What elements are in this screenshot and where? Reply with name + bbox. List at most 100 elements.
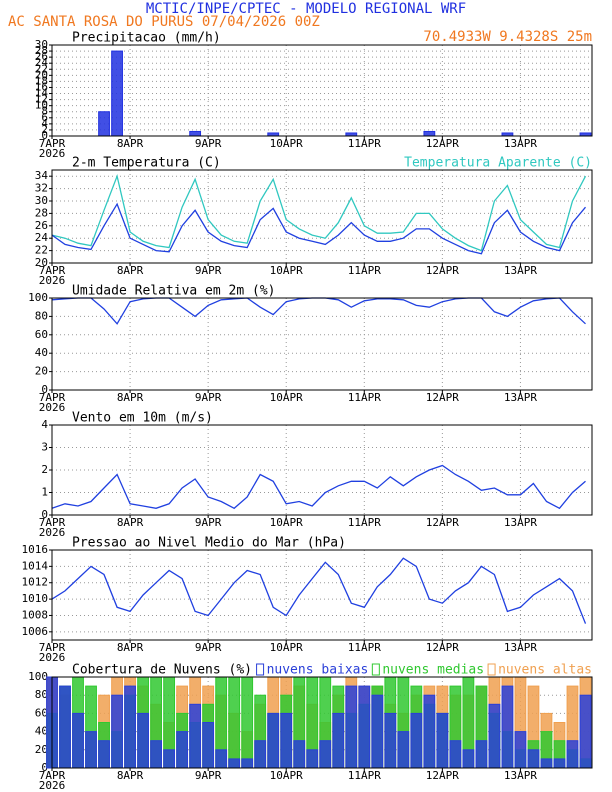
bar [189,703,202,769]
bar [72,712,84,769]
y-tick-label: 28 [35,44,48,57]
legend-label: nuvens altas [498,663,592,678]
y-tick-label: 4 [41,418,48,431]
bar [423,694,436,769]
x-tick-label: 10APR [270,137,303,150]
y-tick-label: 6 [41,111,48,124]
y-tick-label: 40 [35,725,48,738]
bar [150,740,162,769]
x-tick-label: 10APR [270,769,303,782]
y-tick-label: 34 [35,169,49,182]
y-tick-label: 30 [35,194,48,207]
y-tick-label: 12 [35,93,48,106]
x-tick-label: 11APR [348,264,381,277]
series-line [51,173,587,252]
y-tick-label: 2 [41,463,48,476]
x-tick-label: 9APR [195,641,222,654]
y-tick-label: 20 [35,256,48,269]
bar [540,758,553,769]
x-tick-label: 9APR [195,264,222,277]
bar [501,685,514,769]
x-tick-label: 12APR [426,641,459,654]
legend-swatch [371,663,380,676]
y-tick-label: 30 [35,38,48,51]
bar [306,749,319,769]
y-tick-label: 80 [35,688,48,701]
x-tick-label: 12APR [426,391,459,404]
legend-swatch [487,663,496,676]
bar [514,731,527,769]
x-tick-label: 11APR [348,641,381,654]
series-line [51,202,586,255]
x-tick-label: 12APR [426,769,459,782]
x-tick-label: 8APR [117,641,144,654]
y-tick-label: 2 [41,123,48,136]
plot-frame [51,549,593,641]
bar [345,685,358,769]
y-tick-label: 20 [35,68,48,81]
bar [254,740,267,769]
y-tick-label: 22 [35,62,48,75]
location: 70.4933W 9.4328S 25m [423,29,592,45]
y-tick-label: 8 [41,105,48,118]
y-tick-label: 16 [35,80,48,93]
x-year-label: 2026 [39,147,66,160]
bar [384,712,397,769]
bar [423,130,436,137]
legend-label: nuvens medias [382,663,484,678]
x-tick-label: 12APR [426,264,459,277]
y-tick-label: 14 [35,87,49,100]
bar [449,740,462,769]
x-tick-label: 10APR [270,391,303,404]
panel-title: 2-m Temperatura (C) [72,156,221,171]
legend-label: Temperatura Aparente (C) [404,156,592,171]
plot-frame [51,676,593,769]
bar [111,694,123,769]
y-tick-label: 10 [35,99,48,112]
bar [462,749,475,769]
x-tick-label: 9APR [195,769,222,782]
bar [332,712,345,769]
x-tick-label: 13APR [504,391,537,404]
y-tick-label: 1 [41,486,48,499]
x-tick-label: 11APR [348,137,381,150]
bar [410,712,423,769]
y-tick-label: 1014 [22,559,49,572]
bar [527,749,540,769]
y-tick-label: 4 [41,117,48,130]
x-tick-label: 9APR [195,516,222,529]
x-tick-label: 12APR [426,137,459,150]
series-line [51,297,586,325]
x-tick-label: 8APR [117,137,144,150]
bar [488,703,501,769]
x-tick-label: 8APR [117,264,144,277]
x-year-label: 2026 [39,651,66,664]
x-tick-label: 13APR [504,137,537,150]
x-tick-label: 7APR [39,769,66,782]
bar [228,758,241,769]
bar [202,722,215,769]
x-tick-label: 7APR [39,137,66,150]
page-title: MCTIC/INPE/CPTEC - MODELO REGIONAL WRF [146,1,466,17]
bar [371,694,384,769]
bar [267,712,280,769]
plot-frame [51,44,593,137]
y-tick-label: 80 [35,309,48,322]
x-tick-label: 13APR [504,264,537,277]
y-tick-label: 24 [35,231,49,244]
x-tick-label: 11APR [348,516,381,529]
bar [553,758,566,769]
y-tick-label: 60 [35,706,48,719]
plot-frame [51,297,593,391]
bar [137,712,149,769]
bar [319,740,332,769]
bar [475,740,488,769]
x-year-label: 2026 [39,274,66,287]
panel-title: Umidade Relativa em 2m (%) [72,284,276,299]
bar [111,50,123,137]
x-year-label: 2026 [39,401,66,414]
y-tick-label: 26 [35,219,48,232]
panel-title: Cobertura de Nuvens (%) [72,663,252,678]
x-tick-label: 8APR [117,769,144,782]
